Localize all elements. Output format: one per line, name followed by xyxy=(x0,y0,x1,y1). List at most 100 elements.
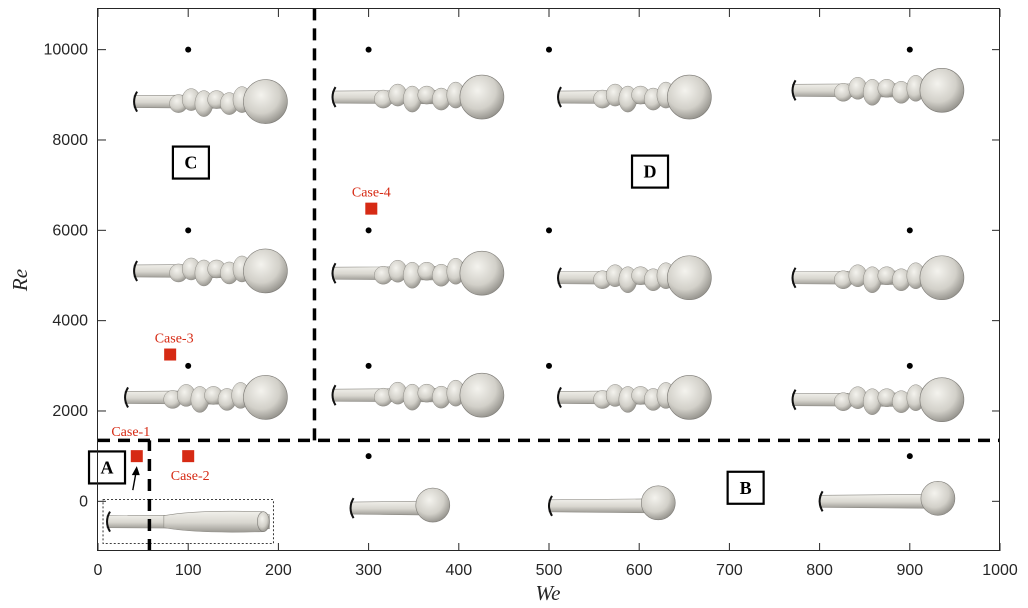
x-tick-label: 200 xyxy=(265,562,292,579)
x-tick-label: 0 xyxy=(94,562,103,579)
x-tick-label: 100 xyxy=(175,562,202,579)
region-label: D xyxy=(644,162,657,182)
region-a-box: A xyxy=(87,450,127,485)
data-point xyxy=(906,46,913,53)
case-label: Case-4 xyxy=(352,186,391,201)
jet-head xyxy=(667,74,712,120)
jet-column xyxy=(548,498,656,514)
jet-morphology xyxy=(791,68,965,113)
region-label: A xyxy=(101,457,114,477)
y-axis: 0 2000 4000 6000 8000 10000 xyxy=(44,42,1000,510)
nozzle-outline xyxy=(791,79,797,101)
case-label: Case-1 xyxy=(111,425,150,440)
case-label: Case-2 xyxy=(171,469,210,484)
jet-morphology xyxy=(124,375,288,420)
data-point xyxy=(185,227,192,234)
y-tick-label: 8000 xyxy=(52,132,88,149)
jet-head xyxy=(459,74,505,120)
jet-head xyxy=(243,248,288,294)
nozzle-outline xyxy=(791,389,797,411)
region-box xyxy=(630,154,670,189)
nozzle-outline xyxy=(349,497,355,519)
nozzle-outline xyxy=(106,511,111,533)
data-point xyxy=(365,227,372,234)
jet-head xyxy=(920,481,956,516)
data-point xyxy=(546,227,552,234)
x-tick-label: 300 xyxy=(355,562,382,579)
nozzle-outline xyxy=(818,490,824,512)
data-point xyxy=(365,46,372,53)
jet-morphology xyxy=(791,255,965,301)
jet-morphology xyxy=(557,375,712,420)
y-axis-label: Re xyxy=(8,269,32,292)
nozzle-outline xyxy=(133,91,138,113)
jet-morphology xyxy=(557,74,712,120)
jet-morphology xyxy=(548,485,676,521)
region-box xyxy=(87,450,127,485)
data-point xyxy=(185,362,192,369)
case-label: Case-3 xyxy=(155,332,194,347)
x-tick-label: 400 xyxy=(445,562,472,579)
x-tick-label: 900 xyxy=(896,562,923,579)
data-point xyxy=(546,362,552,369)
x-axis: 0 100 200 300 400 500 600 700 800 900 1000 xyxy=(94,9,1018,579)
inset-frame xyxy=(102,499,274,545)
nozzle-outline xyxy=(124,386,129,408)
y-tick-label: 2000 xyxy=(52,403,88,420)
y-tick-label: 6000 xyxy=(52,222,88,239)
nozzle-outline xyxy=(557,86,562,108)
jet-morphology xyxy=(133,79,288,124)
region-b-box: B xyxy=(726,470,765,505)
data-point xyxy=(185,46,192,53)
nozzle-outline xyxy=(791,267,797,289)
jet-morphology xyxy=(791,377,965,422)
x-tick-label: 700 xyxy=(716,562,743,579)
jet-head xyxy=(667,255,712,301)
x-tick-label: 1000 xyxy=(982,562,1018,579)
x-tick-label: 800 xyxy=(806,562,833,579)
data-point xyxy=(906,227,913,234)
jet-head xyxy=(459,250,505,296)
nozzle-outline xyxy=(548,495,553,517)
jet-column xyxy=(819,494,935,509)
jet-bulge xyxy=(163,510,264,533)
jet-head xyxy=(243,79,288,124)
nozzle-outline xyxy=(557,267,562,289)
jet-morphology-layer xyxy=(102,68,965,545)
simulation-points-layer xyxy=(185,46,913,460)
region-box xyxy=(726,470,765,505)
data-point xyxy=(906,362,913,369)
y-tick-label: 4000 xyxy=(52,313,88,330)
nozzle-outline xyxy=(331,384,337,406)
x-tick-label: 500 xyxy=(536,562,563,579)
nozzle-outline xyxy=(331,86,337,108)
jet-head xyxy=(640,485,676,521)
case-markers-layer: Case-1 Case-2 Case-3 Case-4 xyxy=(111,186,391,491)
nozzle-outline xyxy=(557,386,562,408)
data-point xyxy=(365,362,372,369)
jet-head xyxy=(919,255,965,301)
region-d-box: D xyxy=(630,154,670,189)
jet-head xyxy=(243,375,288,420)
region-label: B xyxy=(740,478,752,498)
y-tick-label: 0 xyxy=(79,493,88,510)
x-tick-label: 600 xyxy=(626,562,653,579)
jet-morphology xyxy=(331,250,505,296)
nozzle-outline xyxy=(331,262,337,284)
jet-head xyxy=(257,511,270,532)
case-marker xyxy=(130,450,143,463)
jet-morphology xyxy=(331,74,505,120)
case-marker xyxy=(164,348,177,361)
y-tick-label: 10000 xyxy=(44,42,89,59)
jet-morphology xyxy=(818,481,956,516)
jet-morphology xyxy=(557,255,712,301)
region-labels-layer: C D A B xyxy=(87,145,765,505)
jet-morphology xyxy=(349,487,451,523)
jet-head xyxy=(415,487,451,523)
jet-head xyxy=(919,68,965,113)
jet-morphology xyxy=(106,510,270,533)
data-point xyxy=(546,46,552,53)
nozzle-outline xyxy=(133,260,138,282)
x-axis-label: We xyxy=(536,581,561,605)
